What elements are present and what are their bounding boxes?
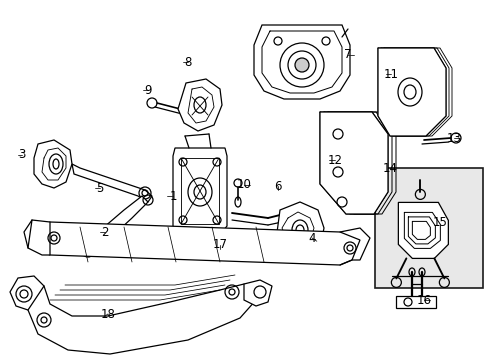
Text: 11: 11 bbox=[383, 68, 398, 81]
Text: 5: 5 bbox=[96, 181, 103, 194]
Polygon shape bbox=[10, 276, 44, 310]
Polygon shape bbox=[275, 202, 324, 258]
Polygon shape bbox=[28, 284, 256, 354]
Polygon shape bbox=[24, 220, 50, 255]
Text: 4: 4 bbox=[307, 231, 315, 244]
Text: 18: 18 bbox=[101, 307, 115, 320]
Ellipse shape bbox=[294, 58, 308, 72]
Polygon shape bbox=[80, 196, 148, 256]
Polygon shape bbox=[319, 112, 387, 214]
Text: 14: 14 bbox=[382, 162, 397, 175]
Text: 2: 2 bbox=[101, 225, 108, 238]
Text: 8: 8 bbox=[184, 55, 191, 68]
Text: 7: 7 bbox=[344, 49, 351, 62]
Polygon shape bbox=[253, 25, 349, 99]
Polygon shape bbox=[178, 79, 222, 131]
Text: 3: 3 bbox=[18, 148, 26, 162]
Text: 10: 10 bbox=[236, 179, 251, 192]
Polygon shape bbox=[395, 296, 435, 308]
Polygon shape bbox=[72, 164, 152, 202]
Text: 9: 9 bbox=[144, 84, 151, 96]
Text: 13: 13 bbox=[446, 131, 461, 144]
Text: 1: 1 bbox=[169, 189, 176, 202]
Polygon shape bbox=[34, 140, 72, 188]
Text: 16: 16 bbox=[416, 293, 430, 306]
Text: 15: 15 bbox=[432, 216, 447, 229]
Polygon shape bbox=[398, 202, 447, 258]
Text: 17: 17 bbox=[212, 238, 227, 252]
Polygon shape bbox=[173, 148, 226, 236]
Polygon shape bbox=[377, 48, 445, 136]
Polygon shape bbox=[32, 222, 359, 265]
Bar bbox=[374, 168, 482, 288]
Polygon shape bbox=[244, 280, 271, 306]
Text: 12: 12 bbox=[327, 153, 342, 166]
Text: 6: 6 bbox=[274, 180, 281, 193]
